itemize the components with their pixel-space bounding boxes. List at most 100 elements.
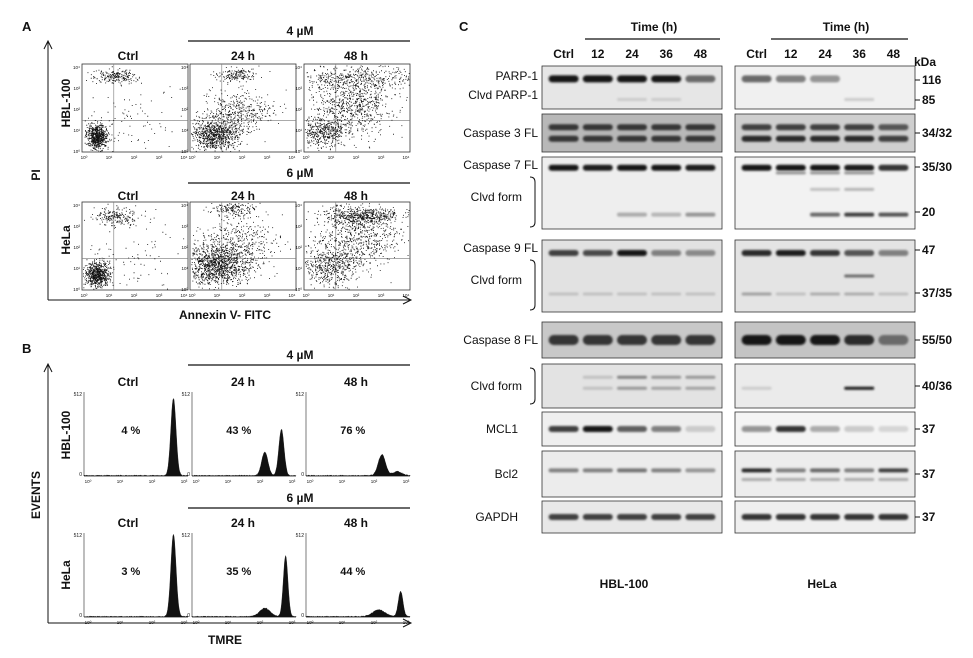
blot-membrane: [734, 363, 916, 409]
scatter-x-tick: 10³: [156, 293, 163, 298]
scatter-plots: 10⁰10⁰10¹10¹10²10²10³10³10⁴10⁴10⁰10⁰10¹1…: [73, 63, 411, 298]
row-label-a-hela: HeLa: [59, 225, 73, 255]
blot-band: [685, 135, 716, 142]
hist-x-tick: 10²: [149, 620, 156, 625]
lane-label: 36: [853, 47, 867, 61]
blot-band: [741, 249, 772, 256]
blot-band: [548, 514, 579, 520]
blot-band: [617, 75, 647, 83]
lane-label: 36: [660, 47, 674, 61]
blot-band: [775, 292, 806, 296]
col-label-b-24h-2: 24 h: [231, 516, 255, 530]
blot-band: [844, 249, 875, 256]
blot-band: [741, 478, 772, 482]
hist-percentage: 35 %: [226, 566, 251, 578]
hist-x-tick: 10³: [181, 479, 188, 484]
blot-band: [844, 478, 875, 482]
blot-band: [844, 426, 875, 432]
hist-x-tick: 10³: [289, 620, 296, 625]
kda-marker: 55/50: [922, 333, 952, 347]
hist-y-tick-top: 512: [182, 392, 191, 398]
blot-band: [775, 468, 806, 473]
scatter-y-tick: 10³: [181, 86, 188, 91]
scatter-x-tick: 10¹: [328, 155, 335, 160]
hist-percentage: 43 %: [226, 425, 251, 437]
blot-band: [844, 335, 875, 345]
blot-band: [810, 212, 840, 217]
blot-row-sublabel: Clvd form: [471, 190, 522, 204]
blot-band: [810, 187, 840, 191]
blot-band: [651, 212, 682, 217]
blot-band: [651, 98, 682, 102]
blot-band: [617, 135, 647, 142]
blot-band: [582, 124, 613, 131]
blot-band: [844, 514, 875, 520]
hist-x-tick: 10⁰: [307, 479, 314, 484]
cell-line-hbl100: HBL-100: [600, 577, 649, 591]
hist-x-tick: 10²: [371, 479, 378, 484]
scatter-y-tick: 10¹: [181, 128, 188, 133]
blot-band: [685, 514, 716, 520]
col-label-b-24h-1: 24 h: [231, 375, 255, 389]
blot-band: [548, 249, 579, 256]
blot-band: [685, 335, 716, 345]
col-label-a-24h-1: 24 h: [231, 49, 255, 63]
hist-x-tick: 10¹: [339, 620, 346, 625]
scatter-x-tick: 10²: [239, 293, 246, 298]
scatter-x-tick: 10⁰: [303, 155, 310, 160]
hist-y-tick-bottom: 0: [301, 613, 304, 619]
blot-row-label: GAPDH: [475, 510, 518, 524]
blot-band: [548, 292, 579, 296]
blot-band: [741, 426, 772, 432]
scatter-x-tick: 10³: [378, 293, 385, 298]
blot-row-label: Caspase 7 FL: [463, 158, 538, 172]
blot-band: [775, 135, 806, 142]
blot-band: [617, 249, 647, 256]
blot-band: [617, 212, 647, 217]
blot-band: [878, 468, 909, 473]
scatter-y-tick: 10⁴: [181, 203, 188, 208]
hist-peak: [83, 533, 189, 618]
blot-band: [844, 98, 875, 102]
scatter-x-tick: 10¹: [214, 155, 221, 160]
blot-band: [878, 249, 909, 256]
blot-band: [582, 386, 613, 390]
kda-marker: 37: [922, 510, 936, 524]
blot-band: [651, 124, 682, 131]
scatter-y-tick: 10²: [73, 107, 80, 112]
blot-membrane: [734, 450, 916, 498]
blot-row-sublabel: Clvd form: [471, 273, 522, 287]
blot-band: [651, 75, 682, 83]
scatter-y-tick: 10⁰: [295, 287, 302, 292]
scatter-y-tick: 10⁴: [295, 203, 302, 208]
blot-band: [548, 335, 579, 345]
blot-band: [878, 514, 909, 520]
scatter-dots: [191, 65, 287, 152]
hist-peak: [191, 428, 297, 477]
hist-y-tick-bottom: 0: [79, 472, 82, 478]
blot-band: [775, 171, 806, 175]
blot-band: [582, 375, 613, 379]
blot-band: [775, 249, 806, 256]
blot-hela-row-3: [734, 156, 916, 230]
blot-band: [651, 375, 682, 379]
kda-marker: 37: [922, 422, 936, 436]
hist-x-tick: 10¹: [117, 479, 124, 484]
scatter-x-tick: 10¹: [328, 293, 335, 298]
blot-band: [844, 135, 875, 142]
cell-line-hela: HeLa: [807, 577, 837, 591]
conc-a-bottom: 6 µM: [287, 166, 314, 180]
hist-x-tick: 10³: [289, 479, 296, 484]
blot-band: [810, 164, 840, 171]
blot-hela-row-6: [734, 363, 916, 409]
kda-marker: 37: [922, 467, 936, 481]
scatter-y-tick: 10³: [295, 86, 302, 91]
hist-y-tick-bottom: 0: [301, 472, 304, 478]
blot-band: [844, 274, 875, 278]
